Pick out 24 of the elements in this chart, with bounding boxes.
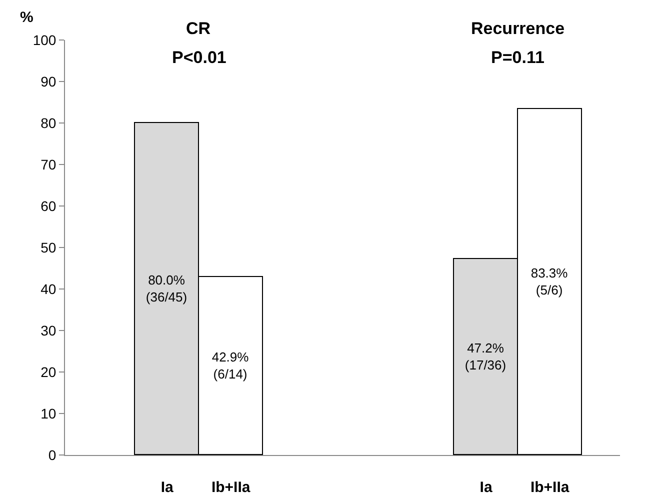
annotation: P=0.11 xyxy=(491,48,544,67)
y-tick-label: 50 xyxy=(40,239,56,256)
y-tick-label: 10 xyxy=(40,405,56,422)
y-tick-label: 30 xyxy=(40,322,56,338)
x-tick-label: Ia xyxy=(160,479,174,496)
data-label: 47.2% (17/36) xyxy=(464,340,506,372)
x-tick-label: Ib+IIa xyxy=(211,479,251,496)
y-tick-label: 20 xyxy=(40,364,56,380)
x-tick-label: Ib+IIa xyxy=(530,479,570,496)
y-axis-title: % xyxy=(20,9,34,26)
data-label: 80.0% (36/45) xyxy=(146,272,188,304)
text: CR xyxy=(186,19,211,38)
y-tick-label: 60 xyxy=(40,198,56,214)
data-label: 42.9% (6/14) xyxy=(212,350,250,382)
y-tick-label: 70 xyxy=(40,156,56,172)
y-tick-label: 100 xyxy=(32,32,56,48)
x-tick-label: Ia xyxy=(480,479,493,496)
y-tick-label: 40 xyxy=(40,280,56,297)
y-tick-label: 0 xyxy=(48,446,56,463)
annotation: P<0.01 xyxy=(172,48,226,67)
data-label: 83.3% (5/6) xyxy=(530,266,568,298)
y-tick-label: 80 xyxy=(40,114,56,131)
text: Recurrence xyxy=(471,19,565,38)
y-tick-label: 90 xyxy=(40,73,56,90)
